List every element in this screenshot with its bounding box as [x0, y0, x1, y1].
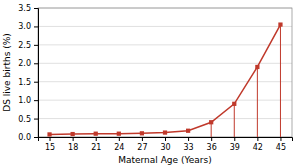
marker — [278, 22, 282, 26]
x-tick-label: 24 — [114, 143, 124, 152]
plot-area: 15 18 21 24 27 30 33 36 39 42 45 0.0 0.5 1.0 1.5 2.0 2.5… — [18, 4, 292, 152]
y-tick: 2.5 — [18, 41, 38, 50]
x-tick-mark — [257, 137, 258, 141]
marker — [163, 130, 167, 134]
x-tick-mark — [211, 137, 212, 141]
x-tick: 36 — [207, 137, 217, 152]
y-tick-label: 3.0 — [18, 22, 31, 31]
grid-line — [38, 63, 292, 64]
x-tick-mark — [188, 137, 189, 141]
y-axis-line — [34, 9, 39, 138]
drop-line — [257, 67, 258, 137]
x-tick-label: 27 — [137, 143, 147, 152]
y-tick-label: 3.5 — [18, 4, 31, 13]
plot-frame — [38, 8, 292, 137]
x-tick-mark — [119, 137, 120, 141]
y-tick: 0.0 — [18, 133, 38, 142]
x-tick-mark — [50, 137, 51, 141]
x-tick-label: 21 — [91, 143, 101, 152]
y-tick-label: 0.5 — [18, 115, 31, 124]
y-tick-mark — [34, 8, 38, 9]
x-tick-label: 18 — [68, 143, 78, 152]
y-tick-mark — [34, 100, 38, 101]
grid — [38, 8, 292, 137]
grid-line — [38, 26, 292, 27]
chart: 15 18 21 24 27 30 33 36 39 42 45 0.0 0.5 1.0 1.5 2.0 2.5… — [0, 0, 301, 167]
y-tick-mark — [34, 45, 38, 46]
x-tick-mark — [234, 137, 235, 141]
x-tick-label: 30 — [160, 143, 170, 152]
x-tick-mark — [96, 137, 97, 141]
x-tick-label: 15 — [45, 143, 55, 152]
y-tick-mark — [34, 63, 38, 64]
x-tick-mark — [280, 137, 281, 141]
x-tick: 15 — [45, 137, 55, 152]
x-tick-label: 33 — [183, 143, 193, 152]
x-tick-label: 42 — [253, 143, 263, 152]
drop-line — [211, 122, 212, 137]
grid-line — [38, 118, 292, 119]
y-tick-label: 0.0 — [18, 133, 31, 142]
marker — [47, 132, 51, 136]
x-tick-mark — [142, 137, 143, 141]
y-axis-title: DS live births (%) — [2, 33, 12, 112]
y-tick: 3.0 — [18, 22, 38, 31]
y-tick-label: 2.0 — [18, 59, 31, 68]
marker — [117, 132, 121, 136]
y-tick-mark — [34, 137, 38, 138]
marker — [140, 131, 144, 135]
y-axis: 0.0 0.5 1.0 1.5 2.0 2.5 3.0 3.5 — [18, 4, 38, 142]
x-tick: 39 — [230, 137, 240, 152]
grid-line — [38, 100, 292, 101]
drop-line — [280, 25, 281, 137]
x-tick: 21 — [91, 137, 101, 152]
y-tick: 2.0 — [18, 59, 38, 68]
y-tick: 0.5 — [18, 115, 38, 124]
x-tick: 42 — [253, 137, 263, 152]
grid-line — [38, 44, 292, 45]
marker — [232, 102, 236, 106]
marker — [94, 132, 98, 136]
marker — [255, 65, 259, 69]
marks — [47, 22, 282, 137]
x-tick: 27 — [137, 137, 147, 152]
x-axis: 15 18 21 24 27 30 33 36 39 42 45 — [39, 137, 293, 152]
x-tick: 18 — [68, 137, 78, 152]
x-tick: 33 — [183, 137, 193, 152]
y-tick-label: 1.0 — [18, 96, 31, 105]
x-tick: 24 — [114, 137, 124, 152]
x-tick-label: 39 — [230, 143, 240, 152]
y-tick: 1.5 — [18, 78, 38, 87]
x-tick-label: 36 — [207, 143, 217, 152]
x-axis-line — [39, 138, 293, 142]
marker — [209, 120, 213, 124]
line — [50, 25, 281, 135]
y-tick: 1.0 — [18, 96, 38, 105]
y-tick-mark — [34, 82, 38, 83]
marker — [186, 129, 190, 133]
y-tick-label: 2.5 — [18, 41, 31, 50]
y-tick: 3.5 — [18, 4, 38, 13]
drop-line — [234, 104, 235, 137]
y-tick-mark — [34, 119, 38, 120]
y-tick-label: 1.5 — [18, 78, 31, 87]
x-axis-title: Maternal Age (Years) — [118, 155, 212, 165]
x-tick-mark — [165, 137, 166, 141]
x-tick-label: 45 — [276, 143, 286, 152]
grid-line — [38, 81, 292, 82]
y-tick-mark — [34, 26, 38, 27]
x-tick: 45 — [276, 137, 286, 152]
x-tick-mark — [73, 137, 74, 141]
marker — [71, 132, 75, 136]
x-tick: 30 — [160, 137, 170, 152]
